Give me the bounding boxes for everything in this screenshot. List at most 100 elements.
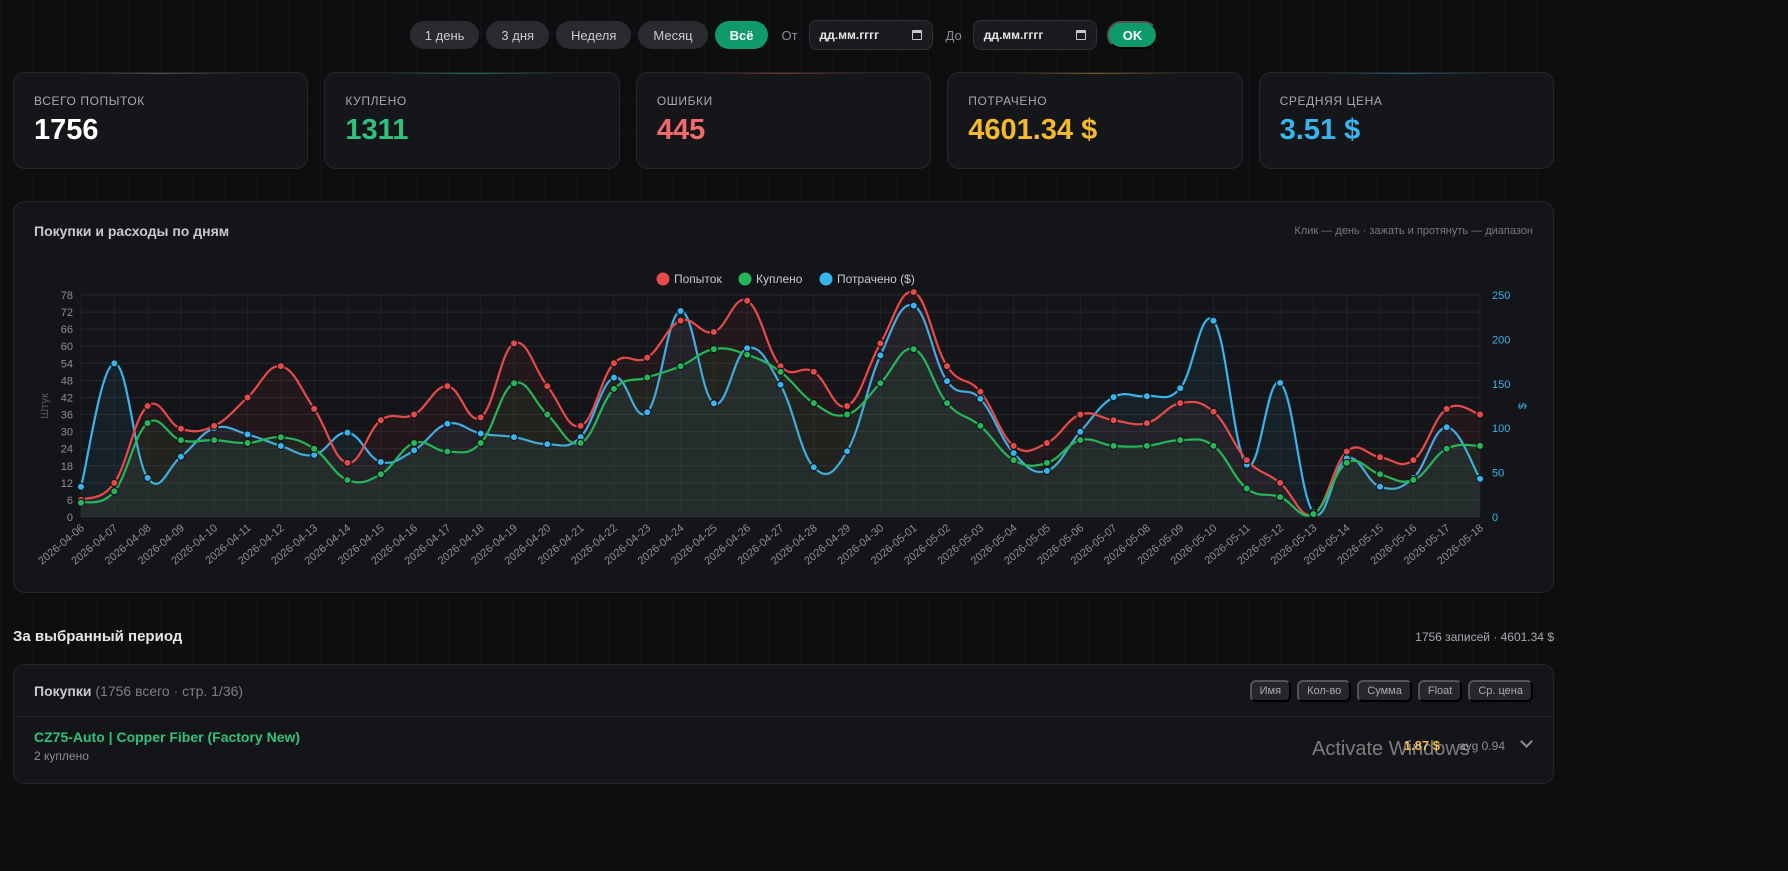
from-date-input[interactable]: дд.мм.гггг [808,20,933,50]
data-point [110,359,119,368]
purchases-title-text: Покупки [34,682,92,699]
chart-title: Покупки и расходы по дням [34,223,230,239]
sort-quantity-button[interactable]: Кол-во [1297,679,1352,702]
data-point [409,438,419,448]
purchases-subtitle: (1756 всего · стр. 1/36) [95,682,244,699]
stat-label: Куплено [345,94,407,108]
data-point [143,401,152,411]
data-point [509,379,519,388]
data-point [1409,475,1418,485]
y-left-tick-label: 18 [61,461,73,473]
data-point [609,384,619,394]
y-right-tick-label: 150 [1492,379,1510,391]
list-item[interactable]: CZ75-Auto | Copper Fiber (Factory New) 2… [14,717,1553,777]
data-point [1076,410,1085,419]
data-point [676,361,685,371]
data-point [243,438,252,448]
y-left-tick-label: 0 [67,512,73,524]
data-point [643,408,652,417]
data-point [543,381,552,391]
data-point [176,435,186,445]
data-point [842,447,852,456]
data-point [176,424,186,433]
stat-value: 1311 [345,114,409,146]
y-left-tick-label: 66 [61,324,73,336]
data-point [443,381,452,391]
data-point [1409,455,1418,465]
stat-total-attempts: Всего попыток 1756 [13,72,309,169]
data-point [709,344,719,354]
data-point [309,404,319,414]
apply-ok-button[interactable]: OK [1106,21,1159,49]
stat-label: Средняя цена [1279,94,1383,108]
data-point [676,306,685,316]
data-point [1209,407,1218,416]
data-point [476,413,485,422]
range-3-days-button[interactable]: 3 дня [486,21,550,49]
stat-bought: Куплено 1311 [324,72,620,169]
data-point [1275,478,1285,488]
to-date-placeholder: дд.мм.гггг [983,28,1044,42]
stat-value: 1756 [34,114,99,146]
data-point [909,301,918,310]
sort-name-button[interactable]: Имя [1249,679,1292,702]
data-point [1076,435,1085,445]
data-point [942,376,952,386]
data-point [243,430,252,439]
series-area-2 [81,304,1480,517]
data-point [1442,444,1451,453]
legend-marker [737,271,753,287]
sort-sum-button[interactable]: Сумма [1357,679,1412,702]
data-point [1375,482,1385,492]
data-point [809,463,819,472]
y-left-tick-label: 6 [67,495,73,507]
to-date-input[interactable]: дд.мм.гггг [972,20,1097,50]
legend-marker [655,271,671,287]
data-point [1076,427,1085,436]
data-point [1109,441,1118,451]
y-left-tick-label: 48 [61,375,73,387]
data-point [210,421,219,431]
data-point [1209,316,1218,325]
data-point [742,350,752,359]
y-right-tick-label: 200 [1492,334,1510,346]
sort-float-button[interactable]: Float [1417,679,1463,702]
range-month-button[interactable]: Месяц [638,21,708,49]
data-point [376,470,385,479]
y-left-tick-label: 42 [61,392,73,404]
range-week-button[interactable]: Неделя [556,21,632,49]
data-point [1242,484,1252,493]
range-all-button[interactable]: Всё [714,21,769,49]
purchases-header: Покупки (1756 всего · стр. 1/36) Имя Кол… [14,665,1553,717]
data-point [1109,416,1118,425]
data-point [76,498,86,507]
data-point [1475,441,1485,451]
range-1-day-button[interactable]: 1 день [409,21,480,49]
stat-value: 445 [656,114,706,146]
y-left-tick-label: 24 [61,444,73,456]
sort-buttons: Имя Кол-во Сумма Float Ср. цена [1249,679,1533,702]
data-point [443,447,452,456]
stat-errors: Ошибки 445 [635,72,932,169]
data-point [1176,384,1185,393]
data-point [1176,435,1185,445]
data-point [1275,378,1285,388]
data-point [476,438,485,448]
y-right-tick-label: 100 [1492,423,1510,435]
item-average: avg 0.94 [1458,739,1505,753]
calendar-icon[interactable] [1075,30,1086,40]
data-point [1475,474,1485,484]
data-point [876,339,885,348]
stat-label: Ошибки [656,94,713,108]
data-point [976,387,985,396]
daily-chart[interactable]: 0 6 12 18 24 30 36 42 48 54 60 66 72 78 Штук 0 50 100 150 2… [14,202,1555,594]
sort-avg-price-button[interactable]: Ср. цена [1468,679,1533,702]
from-label: От [781,27,798,43]
data-point [576,421,585,431]
data-point [1342,458,1351,468]
data-point [1142,392,1152,401]
data-point [609,359,619,368]
y-left-tick-label: 30 [61,427,73,439]
calendar-icon[interactable] [911,30,922,40]
data-point [709,399,719,408]
